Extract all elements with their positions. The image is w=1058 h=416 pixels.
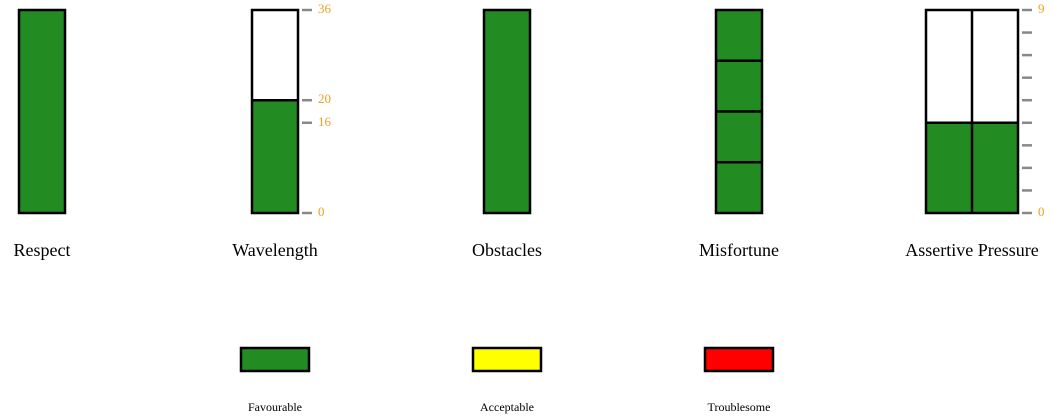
legend-label: Favourable [248,400,302,414]
gauge-label: Obstacles [472,240,542,260]
legend-swatch [471,346,543,373]
gauge-label: Assertive Pressure [905,240,1038,260]
gauge-fill [252,100,298,213]
tick-label: 36 [318,1,332,16]
tick-label: 9 [1038,1,1045,16]
gauge-frame [17,8,67,215]
tick-label: 0 [318,204,325,219]
legend-swatch [239,346,311,373]
tick-label: 16 [318,114,332,129]
legend-swatch [703,346,775,373]
tick-label: 20 [318,91,331,106]
tick-label: 0 [1038,204,1045,219]
gauge-label: Respect [14,240,71,260]
gauge-label: Wavelength [232,240,318,260]
legend-label: Troublesome [708,400,771,414]
legend-label: Acceptable [480,400,534,414]
gauge-frame [250,8,300,215]
gauge-label: Misfortune [699,240,779,260]
gauge-frame [924,8,1020,215]
gauge-frame [714,8,764,215]
gauge-fill [19,10,65,213]
gauge-frame [482,8,532,215]
gauge-fill [484,10,530,213]
